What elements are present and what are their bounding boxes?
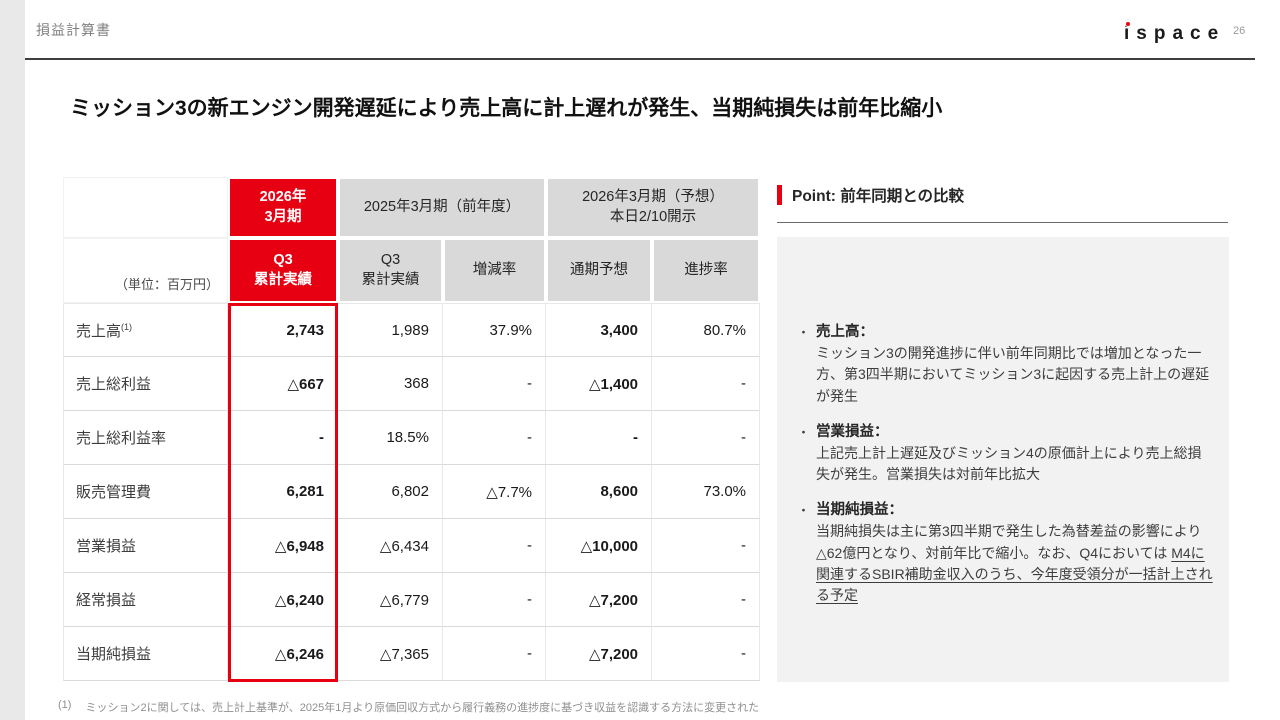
row-label: 売上総利益率 bbox=[63, 411, 228, 465]
header-q3-prior: Q3 累計実績 bbox=[338, 238, 443, 303]
cell-q3-prior: △7,365 bbox=[338, 627, 443, 681]
header-change-rate: 増減率 bbox=[443, 238, 547, 303]
cell-q3-prior: △6,434 bbox=[338, 519, 443, 573]
list-item: ・ 売上高： ミッション3の開発進捗に伴い前年同期比では増加となった一方、第3四… bbox=[797, 320, 1215, 407]
cell-forecast: △7,200 bbox=[546, 627, 653, 681]
header-forecast-period: 2026年3月期（予想） 本日2/10開示 bbox=[546, 177, 761, 238]
table-row: 当期純損益 △6,246 △7,365 - △7,200 - bbox=[63, 627, 761, 681]
cell-forecast: △1,400 bbox=[546, 357, 653, 411]
cell-progress: - bbox=[652, 573, 761, 627]
left-edge-strip bbox=[0, 0, 25, 720]
bullet-label: 売上高： bbox=[816, 324, 874, 340]
row-label: 当期純損益 bbox=[63, 627, 228, 681]
point-accent-bar bbox=[777, 185, 782, 205]
bullet-text: 上記売上計上遅延及びミッション4の原価計上により売上総損失が発生。営業損失は対前… bbox=[816, 444, 1202, 483]
table-row: 販売管理費 6,281 6,802 △7.7% 8,600 73.0% bbox=[63, 465, 761, 519]
footnote: (1) ミッション2に関しては、売上計上基準が、2025年1月より原価回収方式か… bbox=[58, 699, 759, 715]
table-header-sub-row: （単位：百万円） Q3 累計実績 Q3 累計実績 増減率 通期予想 進捗率 bbox=[63, 238, 761, 303]
table-header-group-row: 2026年 3月期 2025年3月期（前年度） 2026年3月期（予想） 本日2… bbox=[63, 177, 761, 238]
header-current-period: 2026年 3月期 bbox=[228, 177, 338, 238]
cell-q3-current: - bbox=[228, 411, 338, 465]
table-row: 経常損益 △6,240 △6,779 - △7,200 - bbox=[63, 573, 761, 627]
cell-change: - bbox=[443, 411, 547, 465]
footnote-ref: (1) bbox=[121, 321, 133, 332]
row-label: 売上高(1) bbox=[63, 303, 228, 357]
point-header: Point: 前年同期との比較 bbox=[777, 184, 964, 206]
cell-progress: - bbox=[652, 627, 761, 681]
cell-progress: - bbox=[652, 519, 761, 573]
cell-change: - bbox=[443, 573, 547, 627]
cell-progress: - bbox=[652, 411, 761, 465]
cell-q3-prior: 18.5% bbox=[338, 411, 443, 465]
cell-change: △7.7% bbox=[443, 465, 547, 519]
page-number: 26 bbox=[1233, 25, 1246, 37]
row-label: 経常損益 bbox=[63, 573, 228, 627]
header-full-year-forecast: 通期予想 bbox=[546, 238, 653, 303]
slide-header-title: 損益計算書 bbox=[36, 22, 111, 38]
cell-forecast: 3,400 bbox=[546, 303, 653, 357]
bullet-label: 当期純損益： bbox=[816, 502, 903, 519]
cell-q3-prior: 6,802 bbox=[338, 465, 443, 519]
cell-change: - bbox=[443, 357, 547, 411]
cell-progress: 80.7% bbox=[652, 303, 761, 357]
logo-text: ispace bbox=[1124, 23, 1226, 44]
cell-forecast: 8,600 bbox=[546, 465, 653, 519]
cell-q3-prior: 368 bbox=[338, 357, 443, 411]
header-q3-current: Q3 累計実績 bbox=[228, 238, 338, 303]
logo-red-dot-icon bbox=[1125, 21, 1131, 27]
ispace-logo: ispace bbox=[1124, 21, 1226, 45]
cell-change: - bbox=[443, 627, 547, 681]
cell-forecast: - bbox=[546, 411, 653, 465]
list-item: ・ 当期純損益： 当期純損失は主に第3四半期で発生した為替差益の影響により△62… bbox=[797, 498, 1215, 606]
header-divider bbox=[25, 58, 1255, 60]
table-row: 売上総利益 △667 368 - △1,400 - bbox=[63, 357, 761, 411]
cell-q3-current: △6,246 bbox=[228, 627, 338, 681]
cell-progress: 73.0% bbox=[652, 465, 761, 519]
bullet-text: 当期純損失は主に第3四半期で発生した為替差益の影響により△62億円となり、対前年… bbox=[816, 523, 1213, 604]
point-commentary-box: ・ 売上高： ミッション3の開発進捗に伴い前年同期比では増加となった一方、第3四… bbox=[777, 237, 1229, 682]
row-label: 売上総利益 bbox=[63, 357, 228, 411]
cell-forecast: △7,200 bbox=[546, 573, 653, 627]
cell-q3-current: 6,281 bbox=[228, 465, 338, 519]
cell-forecast: △10,000 bbox=[546, 519, 653, 573]
table-row: 売上高(1) 2,743 1,989 37.9% 3,400 80.7% bbox=[63, 303, 761, 357]
row-label: 販売管理費 bbox=[63, 465, 228, 519]
cell-q3-current: 2,743 bbox=[228, 303, 338, 357]
bullet-label: 営業損益： bbox=[816, 423, 889, 440]
cell-q3-current: △6,948 bbox=[228, 519, 338, 573]
footnote-text: ミッション2に関しては、売上計上基準が、2025年1月より原価回収方式から履行義… bbox=[85, 702, 760, 714]
cell-q3-prior: 1,989 bbox=[338, 303, 443, 357]
cell-q3-current: △667 bbox=[228, 357, 338, 411]
header-prior-period: 2025年3月期（前年度） bbox=[338, 177, 547, 238]
cell-progress: - bbox=[652, 357, 761, 411]
table-row: 営業損益 △6,948 △6,434 - △10,000 - bbox=[63, 519, 761, 573]
underlined-note: M4に関連するSBIR補助金収入のうち、今年度受領分が一括計上される予定 bbox=[816, 544, 1213, 604]
table-row: 売上総利益率 - 18.5% - - - bbox=[63, 411, 761, 465]
bullet-icon: ・ bbox=[797, 325, 811, 340]
unit-label: （単位：百万円） bbox=[63, 238, 228, 303]
income-statement-table-wrap: 2026年 3月期 2025年3月期（前年度） 2026年3月期（予想） 本日2… bbox=[63, 177, 761, 682]
cell-q3-prior: △6,779 bbox=[338, 573, 443, 627]
income-statement-table: 2026年 3月期 2025年3月期（前年度） 2026年3月期（予想） 本日2… bbox=[63, 177, 761, 681]
bullet-icon: ・ bbox=[797, 503, 811, 519]
cell-q3-current: △6,240 bbox=[228, 573, 338, 627]
header-progress-rate: 進捗率 bbox=[652, 238, 761, 303]
point-title: Point: 前年同期との比較 bbox=[792, 188, 965, 205]
bullet-text: ミッション3の開発進捗に伴い前年同期比では増加となった一方、第3四半期においてミ… bbox=[816, 345, 1210, 404]
row-label: 営業損益 bbox=[63, 519, 228, 573]
blank-header-cell bbox=[63, 177, 228, 238]
page-title: ミッション3の新エンジン開発遅延により売上高に計上遅れが発生、当期純損失は前年比… bbox=[70, 97, 943, 120]
cell-change: 37.9% bbox=[443, 303, 547, 357]
list-item: ・ 営業損益： 上記売上計上遅延及びミッション4の原価計上により売上総損失が発生… bbox=[797, 420, 1215, 486]
point-underline bbox=[777, 222, 1228, 223]
cell-change: - bbox=[443, 519, 547, 573]
bullet-icon: ・ bbox=[797, 424, 811, 440]
footnote-marker: (1) bbox=[58, 699, 72, 711]
